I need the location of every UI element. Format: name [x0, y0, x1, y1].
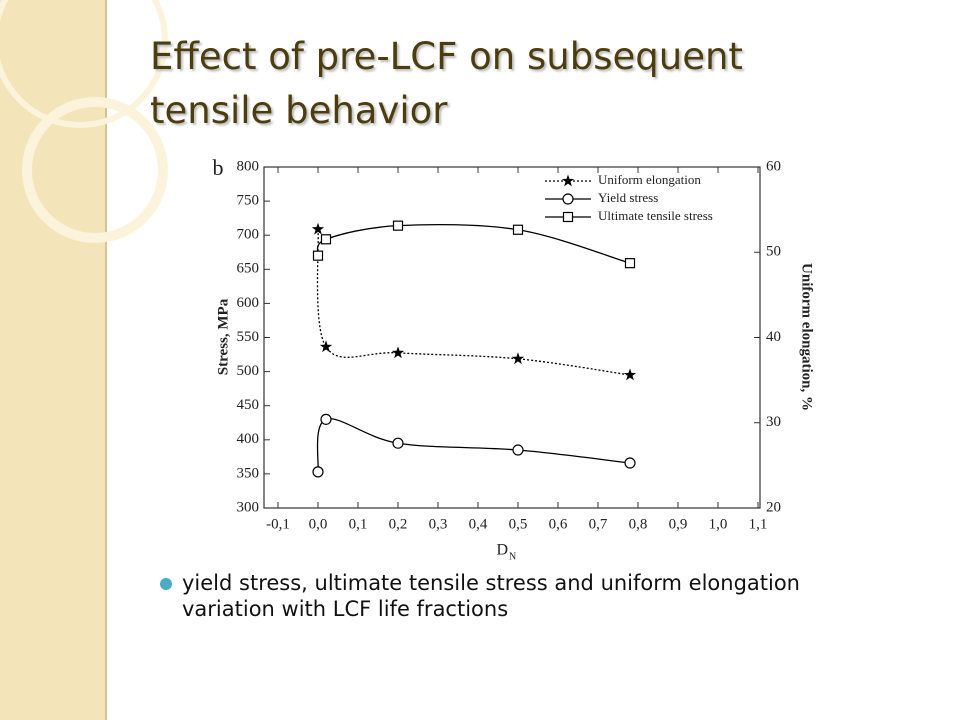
marker-circle	[320, 413, 332, 425]
y-tick-label: 550	[237, 329, 260, 345]
marker-circle	[624, 457, 636, 469]
y2-tick-label: 40	[766, 329, 781, 345]
series-line	[316, 223, 631, 264]
x-axis-label: D	[496, 542, 508, 559]
x-tick-label: 0,7	[589, 516, 608, 532]
y-tick-label: 750	[237, 193, 260, 209]
legend-marker	[562, 193, 574, 205]
y-tick-label: 600	[237, 295, 260, 311]
x-tick-label: 0,5	[509, 516, 528, 532]
x-tick-label: 0,6	[549, 516, 568, 532]
marker-star	[511, 352, 525, 365]
x-tick-label: -0,1	[266, 516, 290, 532]
y-tick-label: 300	[237, 499, 260, 515]
marker-star	[623, 368, 637, 381]
legend-marker	[562, 211, 574, 223]
x-tick-label: 0,1	[349, 516, 368, 532]
marker-circle	[512, 444, 524, 456]
y2-axis-label: Uniform elongation, %	[799, 263, 815, 411]
y2-tick-label: 30	[766, 414, 781, 430]
x-axis-label-sub: N	[509, 551, 516, 562]
marker-square	[512, 224, 524, 235]
marker-square	[320, 234, 332, 245]
x-tick-label: 0,9	[669, 516, 688, 532]
y-tick-label: 800	[237, 158, 260, 174]
marker-square	[624, 258, 636, 269]
marker-star	[311, 222, 325, 235]
marker-square	[392, 220, 404, 231]
bullet-text: yield stress, ultimate tensile stress an…	[182, 571, 800, 621]
x-tick-label: 0,3	[429, 516, 448, 532]
y-tick-label: 650	[237, 261, 260, 277]
series-line	[316, 418, 631, 472]
x-tick-label: 0,2	[389, 516, 408, 532]
x-tick-label: 0,8	[629, 516, 648, 532]
y-tick-label: 400	[237, 431, 260, 447]
bullet-dot	[160, 578, 172, 590]
marker-circle	[312, 466, 324, 478]
marker-square	[312, 250, 324, 261]
panel-label: b	[213, 155, 224, 180]
legend-label: Uniform elongation	[598, 172, 701, 187]
x-tick-label: 1,1	[749, 516, 768, 532]
legend-marker	[561, 174, 575, 187]
deco-circle	[22, 97, 168, 243]
y-tick-label: 450	[237, 397, 260, 413]
x-tick-label: 0,0	[309, 516, 328, 532]
x-tick-label: 0,4	[469, 516, 488, 532]
legend-label: Yield stress	[598, 190, 658, 205]
marker-star	[319, 340, 333, 353]
marker-circle	[392, 437, 404, 449]
y2-tick-label: 60	[766, 158, 781, 174]
x-tick-label: 1,0	[709, 516, 728, 532]
y-axis-label: Stress, MPa	[215, 298, 231, 375]
slide-title: Effect of pre-LCF on subsequent tensile …	[150, 35, 743, 132]
marker-star	[391, 346, 405, 359]
y2-tick-label: 20	[766, 499, 781, 515]
series-line	[316, 229, 631, 376]
deco-circle	[0, 0, 168, 128]
y-tick-label: 500	[237, 363, 260, 379]
legend-label: Ultimate tensile stress	[598, 208, 713, 223]
y-tick-label: 350	[237, 465, 260, 481]
y-tick-label: 700	[237, 227, 260, 243]
y2-tick-label: 50	[766, 244, 781, 260]
